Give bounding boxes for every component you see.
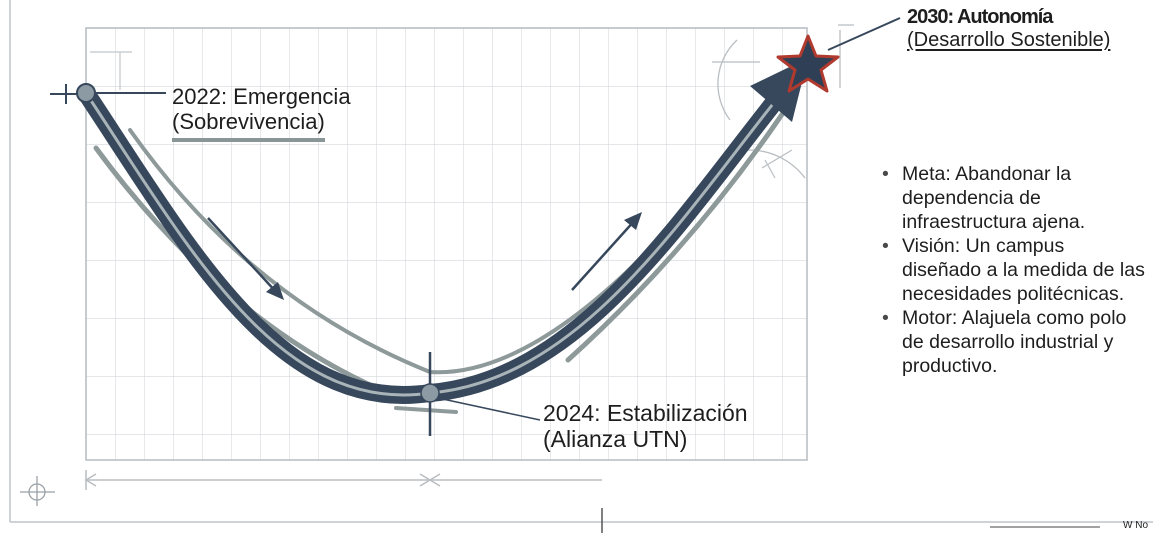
corner-tick-top-left [90,51,132,90]
milestone-2030-star [776,17,901,93]
goal-vision: Visión: Un campus diseñado a la medida d… [880,234,1145,306]
goals-list: Meta: Abandonar la dependencia de infrae… [880,162,1145,378]
milestone-2022-title: 2022: Emergencia [172,84,351,109]
direction-arrow-up [571,212,642,291]
guide-line-outer-right [565,107,788,363]
crosshair-icon [20,476,55,506]
direction-arrow-down [207,217,284,300]
milestone-2024-marker [420,352,541,436]
milestone-2030-subtitle: (Desarrollo Sostenible) [907,29,1111,51]
compass-arc [717,39,738,121]
milestone-2024-subtitle: (Alianza UTN) [543,426,688,453]
milestone-2024-label: 2024: Estabilización (Alianza UTN) [543,400,748,453]
goal-meta: Meta: Abandonar la dependencia de infrae… [880,162,1145,234]
milestone-2022-subtitle: (Sobrevivencia) [172,109,325,142]
corner-note: W No [1123,520,1148,531]
milestone-2024-title: 2024: Estabilización [543,400,748,426]
dimension-line [84,470,602,490]
side-tick [761,149,793,179]
milestone-2022-label: 2022: Emergencia (Sobrevivencia) [172,84,351,142]
goal-motor: Motor: Alajuela como polo de desarrollo … [880,306,1145,378]
guide-dash-bottom [394,406,458,414]
milestone-2030-title: 2030: Autonomía [907,6,1053,28]
corner-tick-top-right [712,24,854,88]
milestone-2022-marker [50,83,166,104]
milestone-2030-label: 2030: Autonomía (Desarrollo Sostenible) [907,6,1110,52]
grid-frame [85,27,808,461]
